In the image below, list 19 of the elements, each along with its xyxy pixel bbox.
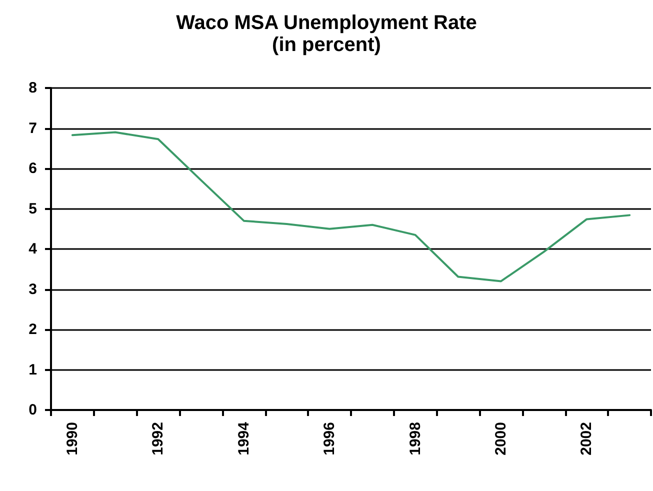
x-tick-label: 2000 (492, 422, 510, 456)
y-tick-label: 4 (28, 240, 38, 258)
x-tick-label: 1992 (150, 422, 167, 456)
line-series (71, 131, 631, 282)
y-tick-label: 3 (28, 280, 37, 298)
y-tick-label: 2 (28, 321, 37, 338)
x-tick-label: 1996 (321, 422, 338, 456)
y-tick-label: 8 (28, 80, 37, 96)
y-tick-label: 1 (28, 361, 37, 378)
x-tick-label: 2002 (578, 422, 596, 456)
x-tick-label: 1990 (64, 422, 81, 456)
chart-title: Waco MSA Unemployment Rate (176, 12, 477, 34)
y-tick-label: 7 (28, 120, 37, 137)
y-tick-label: 6 (28, 160, 37, 177)
x-tick-label: 1998 (406, 422, 424, 456)
chart-subtitle: (in percent) (272, 34, 381, 56)
y-tick-label: 0 (28, 402, 37, 418)
y-tick-label: 5 (28, 200, 37, 218)
x-tick-label: 1994 (235, 421, 252, 456)
